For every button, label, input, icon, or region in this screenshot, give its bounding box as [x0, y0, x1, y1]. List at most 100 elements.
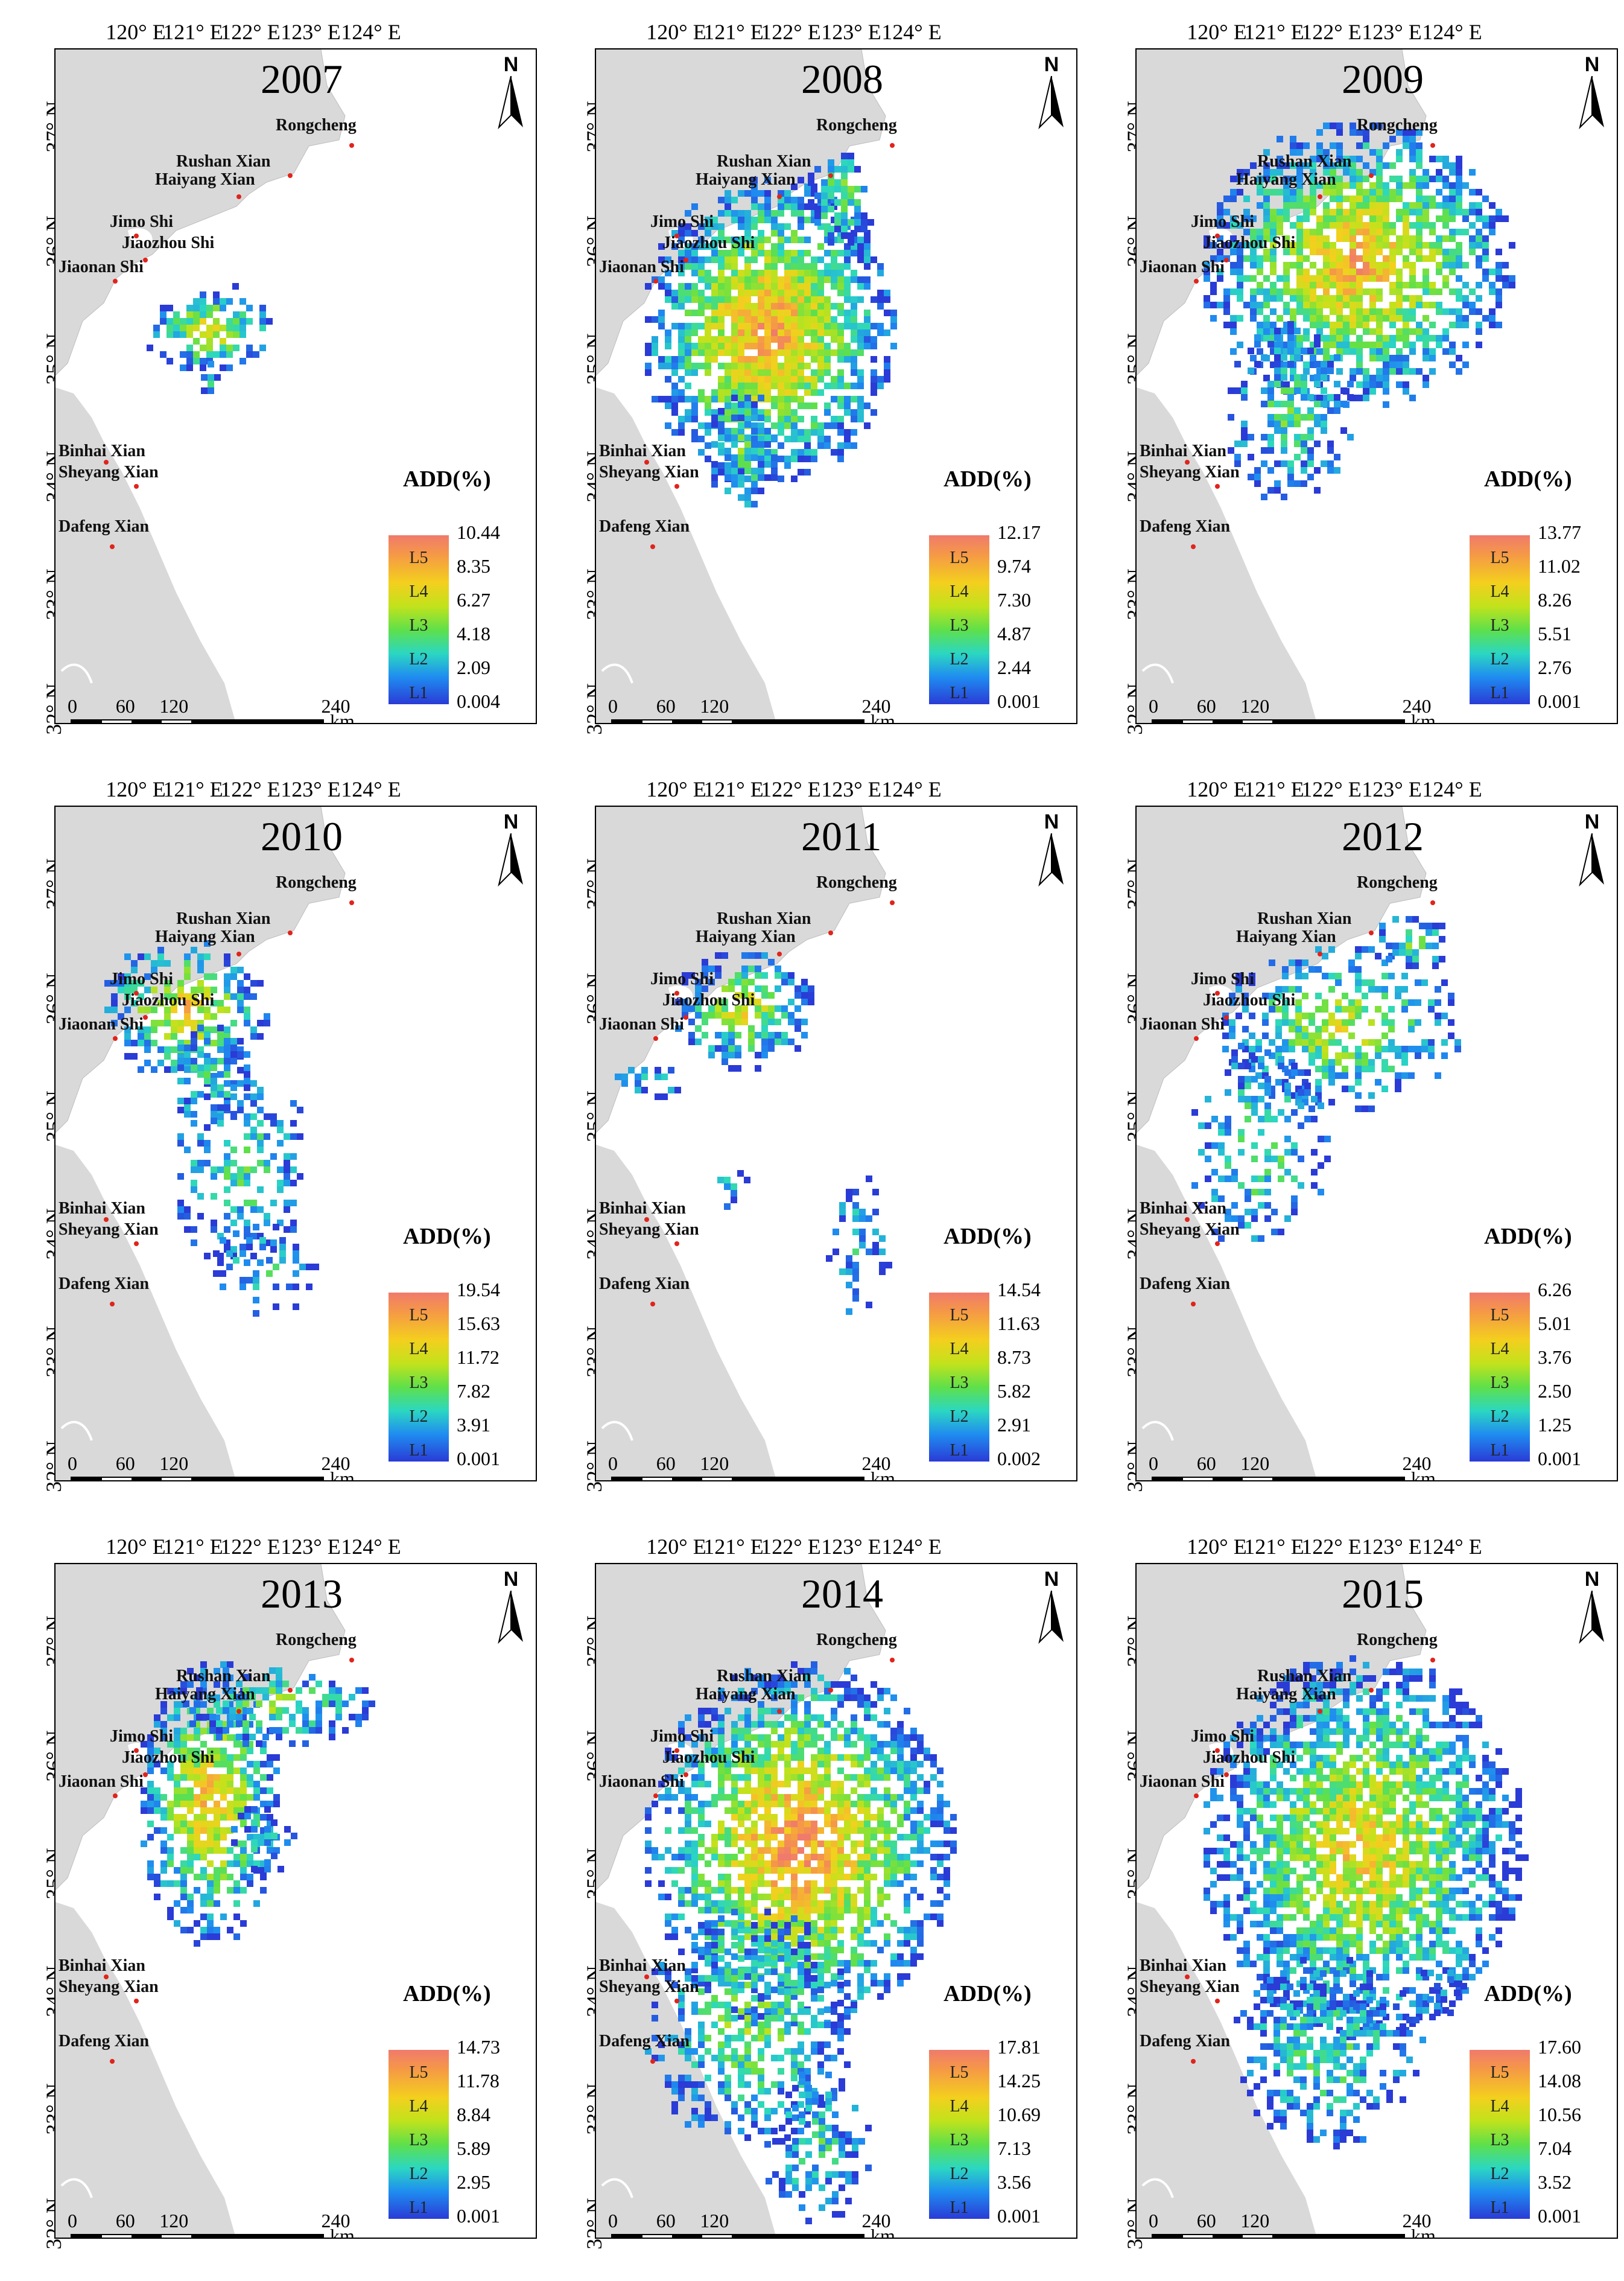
legend-value: 2.91: [997, 1414, 1031, 1436]
algae-grid-cell: [204, 1124, 211, 1131]
algae-grid-cell: [784, 343, 791, 349]
north-arrow-right-half: [1592, 76, 1604, 127]
scale-bar: [71, 2234, 324, 2239]
algae-grid-cell: [1255, 1046, 1262, 1052]
north-arrow-icon: [1577, 76, 1607, 130]
algae-grid-cell: [771, 310, 778, 316]
algae-grid-cell: [1369, 288, 1376, 295]
algae-grid-cell: [831, 303, 837, 310]
algae-grid-cell: [1294, 421, 1301, 427]
algae-grid-cell: [791, 197, 798, 203]
algae-grid-cell: [256, 1687, 262, 1694]
algae-grid-cell: [685, 290, 691, 296]
algae-grid-cell: [864, 1701, 871, 1708]
algae-grid-cell: [226, 298, 233, 305]
algae-grid-cell: [257, 1107, 264, 1113]
algae-grid-cell: [728, 1019, 735, 1025]
algae-grid-cell: [784, 329, 791, 336]
algae-grid-cell: [831, 323, 837, 329]
algae-grid-cell: [246, 1237, 253, 1244]
algae-grid-cell: [897, 1767, 904, 1774]
algae-grid-cell: [240, 1767, 247, 1774]
algae-grid-cell: [744, 323, 751, 329]
algae-grid-cell: [1262, 1013, 1269, 1019]
scale-bar-tick-label: 0: [1149, 1452, 1158, 1475]
algae-grid-cell: [200, 331, 206, 338]
algae-grid-cell: [1282, 1019, 1289, 1026]
algae-grid-cell: [184, 1045, 191, 1051]
algae-grid-cell: [705, 396, 711, 402]
algae-grid-cell: [1211, 1142, 1218, 1149]
place-label: Jiaonan Shi: [599, 1015, 684, 1034]
algae-grid-cell: [1462, 295, 1469, 302]
algae-grid-cell: [1330, 222, 1336, 229]
algae-grid-cell: [1348, 966, 1355, 973]
algae-grid-cell: [177, 1064, 184, 1071]
algae-grid-cell: [1416, 302, 1423, 308]
algae-grid-cell: [1249, 1013, 1255, 1019]
algae-grid-cell: [924, 1781, 930, 1787]
algae-grid-cell: [1231, 1063, 1238, 1069]
algae-grid-cell: [857, 1688, 864, 1694]
algae-grid-cell: [791, 316, 798, 323]
place-label: Jiaonan Shi: [1140, 258, 1225, 277]
algae-grid-cell: [1363, 288, 1369, 295]
algae-grid-cell: [200, 311, 206, 318]
algae-grid-cell: [1330, 295, 1336, 302]
algae-grid-cell: [1363, 255, 1369, 262]
algae-grid-cell: [884, 356, 890, 363]
algae-grid-cell: [1316, 242, 1323, 249]
algae-grid-cell: [859, 1235, 866, 1242]
algae-grid-cell: [725, 409, 731, 416]
algae-grid-cell: [775, 1039, 781, 1045]
algae-grid-cell: [784, 1734, 791, 1741]
algae-grid-cell: [755, 1005, 761, 1012]
algae-grid-cell: [1441, 1013, 1448, 1019]
algae-grid-cell: [798, 356, 804, 363]
algae-grid-cell: [302, 1714, 309, 1720]
algae-grid-cell: [1356, 275, 1363, 282]
algae-grid-cell: [1262, 1032, 1269, 1039]
algae-grid-cell: [167, 1907, 174, 1914]
algae-grid-cell: [695, 1039, 702, 1045]
algae-grid-cell: [1436, 189, 1442, 196]
algae-grid-cell: [251, 1846, 258, 1853]
algae-grid-cell: [817, 343, 824, 349]
algae-grid-cell: [213, 298, 220, 305]
algae-grid-cell: [1336, 122, 1343, 129]
algae-grid-cell: [635, 1074, 641, 1080]
algae-grid-cell: [1356, 222, 1363, 229]
algae-grid-cell: [189, 1720, 196, 1727]
algae-grid-cell: [1261, 354, 1267, 361]
algae-grid-cell: [1406, 916, 1412, 923]
algae-grid-cell: [1269, 1039, 1275, 1046]
algae-grid-cell: [798, 336, 804, 343]
algae-grid-cell: [273, 1303, 279, 1310]
algae-grid-cell: [685, 1814, 691, 1821]
algae-grid-cell: [1362, 1066, 1368, 1072]
algae-grid-cell: [1324, 1136, 1331, 1142]
algae-grid-cell: [1369, 182, 1376, 189]
algae-grid-cell: [1296, 295, 1303, 302]
algae-grid-cell: [240, 1860, 247, 1867]
algae-grid-cell: [1489, 215, 1496, 222]
algae-grid-cell: [197, 953, 204, 960]
algae-grid-cell: [1241, 421, 1248, 427]
algae-grid-cell: [731, 481, 738, 488]
algae-grid-cell: [731, 1190, 737, 1197]
algae-grid-cell: [206, 325, 213, 331]
algae-grid-cell: [224, 1153, 230, 1160]
algae-grid-cell: [1436, 302, 1442, 308]
algae-grid-cell: [180, 1767, 187, 1774]
algae-grid-cell: [1442, 156, 1449, 162]
algae-grid-cell: [758, 468, 764, 474]
algae-grid-cell: [1469, 202, 1476, 209]
algae-grid-cell: [1343, 275, 1350, 282]
algae-grid-cell: [798, 283, 804, 290]
algae-grid-cell: [771, 276, 778, 283]
algae-grid-cell: [837, 1814, 844, 1821]
algae-grid-cell: [748, 1025, 755, 1032]
scale-bar-segment: [1153, 721, 1183, 724]
algae-grid-cell: [240, 1781, 247, 1787]
algae-grid-cell: [1376, 342, 1383, 348]
